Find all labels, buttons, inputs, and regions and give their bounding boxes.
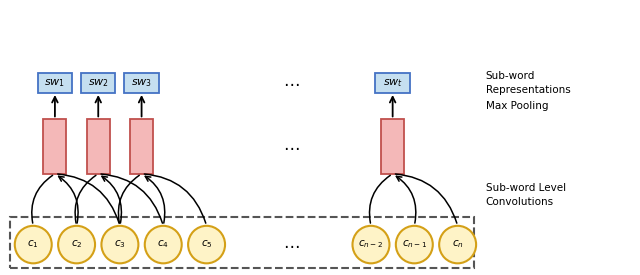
Ellipse shape [439, 226, 476, 263]
FancyBboxPatch shape [124, 73, 159, 93]
Ellipse shape [58, 226, 95, 263]
Text: $c_5$: $c_5$ [201, 239, 212, 251]
Text: $c_2$: $c_2$ [71, 239, 83, 251]
Ellipse shape [396, 226, 433, 263]
Text: Max Pooling: Max Pooling [486, 101, 548, 111]
Text: $sw_t$: $sw_t$ [383, 77, 403, 89]
Text: $sw_1$: $sw_1$ [44, 77, 65, 89]
Text: $c_3$: $c_3$ [114, 239, 126, 251]
Text: $\cdots$: $\cdots$ [283, 236, 300, 254]
Text: $c_4$: $c_4$ [157, 239, 169, 251]
FancyBboxPatch shape [44, 119, 67, 174]
Ellipse shape [145, 226, 182, 263]
FancyBboxPatch shape [381, 119, 404, 174]
Text: $\cdots$: $\cdots$ [283, 138, 300, 156]
Ellipse shape [353, 226, 390, 263]
Text: $c_n$: $c_n$ [452, 239, 463, 251]
FancyBboxPatch shape [87, 119, 109, 174]
FancyBboxPatch shape [81, 73, 115, 93]
Text: $c_{n-2}$: $c_{n-2}$ [358, 239, 383, 251]
Ellipse shape [101, 226, 138, 263]
Text: $\cdots$: $\cdots$ [283, 74, 300, 92]
Text: $c_1$: $c_1$ [28, 239, 39, 251]
FancyBboxPatch shape [376, 73, 410, 93]
Ellipse shape [188, 226, 225, 263]
FancyBboxPatch shape [130, 119, 153, 174]
Text: Sub-word
Representations: Sub-word Representations [486, 71, 570, 95]
Ellipse shape [15, 226, 52, 263]
Text: $sw_3$: $sw_3$ [131, 77, 152, 89]
Text: $sw_2$: $sw_2$ [88, 77, 109, 89]
Text: Sub-word Level
Convolutions: Sub-word Level Convolutions [486, 183, 566, 207]
FancyBboxPatch shape [38, 73, 72, 93]
Text: $c_{n-1}$: $c_{n-1}$ [402, 239, 427, 251]
